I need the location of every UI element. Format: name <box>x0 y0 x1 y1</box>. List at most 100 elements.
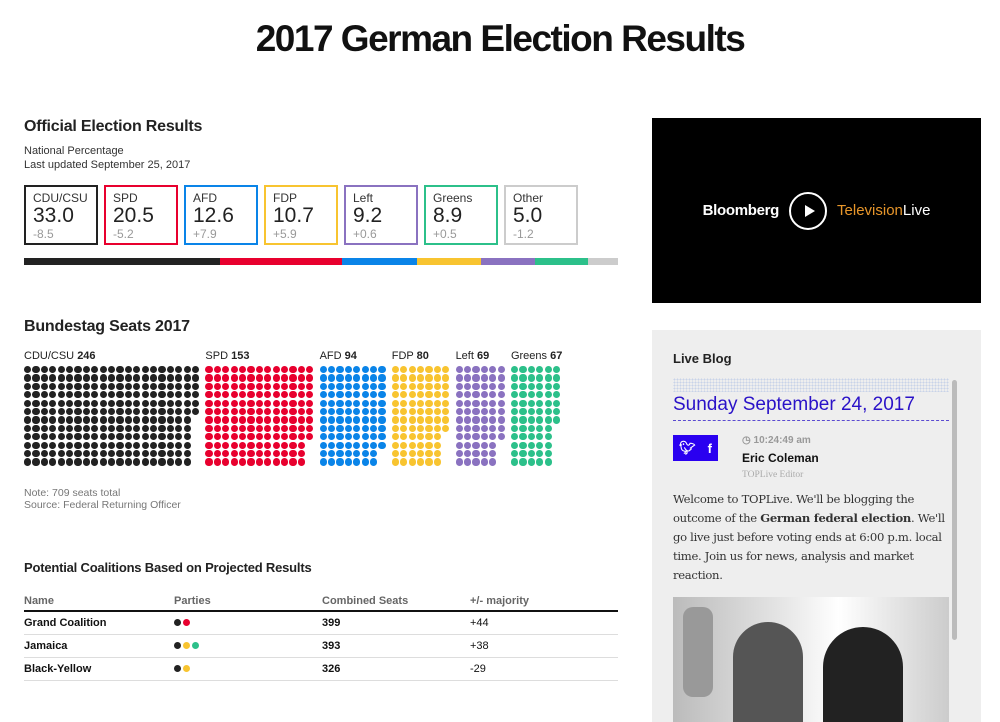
results-updated: Last updated September 25, 2017 <box>24 159 191 171</box>
seat-dot <box>425 408 433 416</box>
party-change: -8.5 <box>33 227 54 241</box>
seat-dot <box>158 450 166 458</box>
seat-dot <box>336 424 344 432</box>
seat-dot <box>319 424 327 432</box>
seat-dot <box>213 366 221 374</box>
seat-dot <box>408 441 416 449</box>
author-name[interactable]: Eric Coleman <box>742 451 819 465</box>
seat-dot <box>124 382 132 390</box>
seat-dot <box>183 424 191 432</box>
seat-dot <box>116 450 124 458</box>
seat-dot <box>336 366 344 374</box>
seat-dot <box>400 374 408 382</box>
seat-dot <box>472 424 480 432</box>
seat-dot <box>205 374 213 382</box>
seat-dot <box>544 458 552 466</box>
official-results: Official Election Results National Perce… <box>24 118 619 265</box>
seat-dot <box>133 433 141 441</box>
seat-dot <box>32 391 40 399</box>
seat-dot <box>230 391 238 399</box>
seat-dot <box>327 450 336 458</box>
seat-dot <box>369 399 378 407</box>
seat-dot <box>544 450 552 458</box>
seat-dot <box>489 450 497 458</box>
television-live-label: TelevisionLive <box>837 202 931 219</box>
seat-dot <box>116 366 124 374</box>
seat-dot <box>280 374 289 382</box>
seat-dot <box>289 450 297 458</box>
seat-dot <box>222 391 230 399</box>
seat-dot <box>158 374 166 382</box>
seat-dot <box>433 366 441 374</box>
seat-dot <box>425 450 433 458</box>
seat-dot <box>40 399 48 407</box>
seat-dot <box>82 399 90 407</box>
seat-dot <box>133 450 141 458</box>
facebook-icon[interactable]: f <box>707 440 712 456</box>
seat-dot <box>442 382 450 390</box>
play-icon[interactable] <box>789 191 828 230</box>
seat-dot <box>213 424 221 432</box>
seat-dot <box>99 408 107 416</box>
seat-dot <box>116 458 124 466</box>
seat-group: FDP 80 <box>391 350 451 467</box>
blog-scrollbar[interactable] <box>952 380 957 640</box>
seat-dot <box>489 382 497 390</box>
bloomberg-tv-player[interactable]: Bloomberg TelevisionLive <box>652 118 981 303</box>
seat-dot <box>442 374 450 382</box>
seat-dot <box>297 424 305 432</box>
seat-dot <box>480 433 488 441</box>
seat-dot <box>336 374 344 382</box>
seat-dot <box>527 424 535 432</box>
seat-dot <box>238 408 247 416</box>
seat-dot <box>32 408 40 416</box>
seat-dot <box>344 424 352 432</box>
coalition-seats: 399 <box>322 611 470 635</box>
seat-dot <box>40 391 48 399</box>
seat-dot <box>272 441 280 449</box>
seat-dot <box>264 424 272 432</box>
seat-dot <box>280 391 289 399</box>
seat-dot <box>425 399 433 407</box>
dotted-band <box>673 378 949 392</box>
coalition-name: Grand Coalition <box>24 611 174 635</box>
seat-dot <box>369 374 378 382</box>
seat-dot <box>416 416 425 424</box>
seat-dot <box>391 424 399 432</box>
seat-dot <box>369 408 378 416</box>
twitter-icon[interactable]: 🐦︎ <box>679 440 696 455</box>
seat-dot <box>297 458 305 466</box>
seat-dot <box>472 366 480 374</box>
seat-dot <box>264 416 272 424</box>
seat-dot <box>416 424 425 432</box>
coalitions-heading: Potential Coalitions Based on Projected … <box>24 560 312 575</box>
seat-dot <box>289 391 297 399</box>
seat-group: Left 69 <box>455 350 506 467</box>
seat-dot <box>289 433 297 441</box>
seat-dot <box>133 374 141 382</box>
seat-dot <box>463 382 472 390</box>
seat-dot <box>91 458 99 466</box>
seat-dot <box>230 399 238 407</box>
seat-dot <box>510 374 519 382</box>
seat-dot <box>264 450 272 458</box>
seat-dot <box>24 458 32 466</box>
seat-dot <box>24 374 32 382</box>
seat-dot <box>205 450 213 458</box>
seat-dot <box>40 408 48 416</box>
seat-dot <box>433 450 441 458</box>
seat-dot <box>99 391 107 399</box>
seat-dot <box>108 366 116 374</box>
seat-dot <box>489 424 497 432</box>
seat-dot <box>519 450 527 458</box>
author-role: TOPLive Editor <box>742 470 804 480</box>
seat-dot <box>158 433 166 441</box>
seat-dot <box>344 391 352 399</box>
seat-dot <box>40 433 48 441</box>
seat-dot <box>238 374 247 382</box>
seat-dot <box>344 366 352 374</box>
seat-dot <box>433 399 441 407</box>
seat-dot <box>183 374 191 382</box>
seat-dot <box>175 424 183 432</box>
seat-dot <box>497 408 505 416</box>
